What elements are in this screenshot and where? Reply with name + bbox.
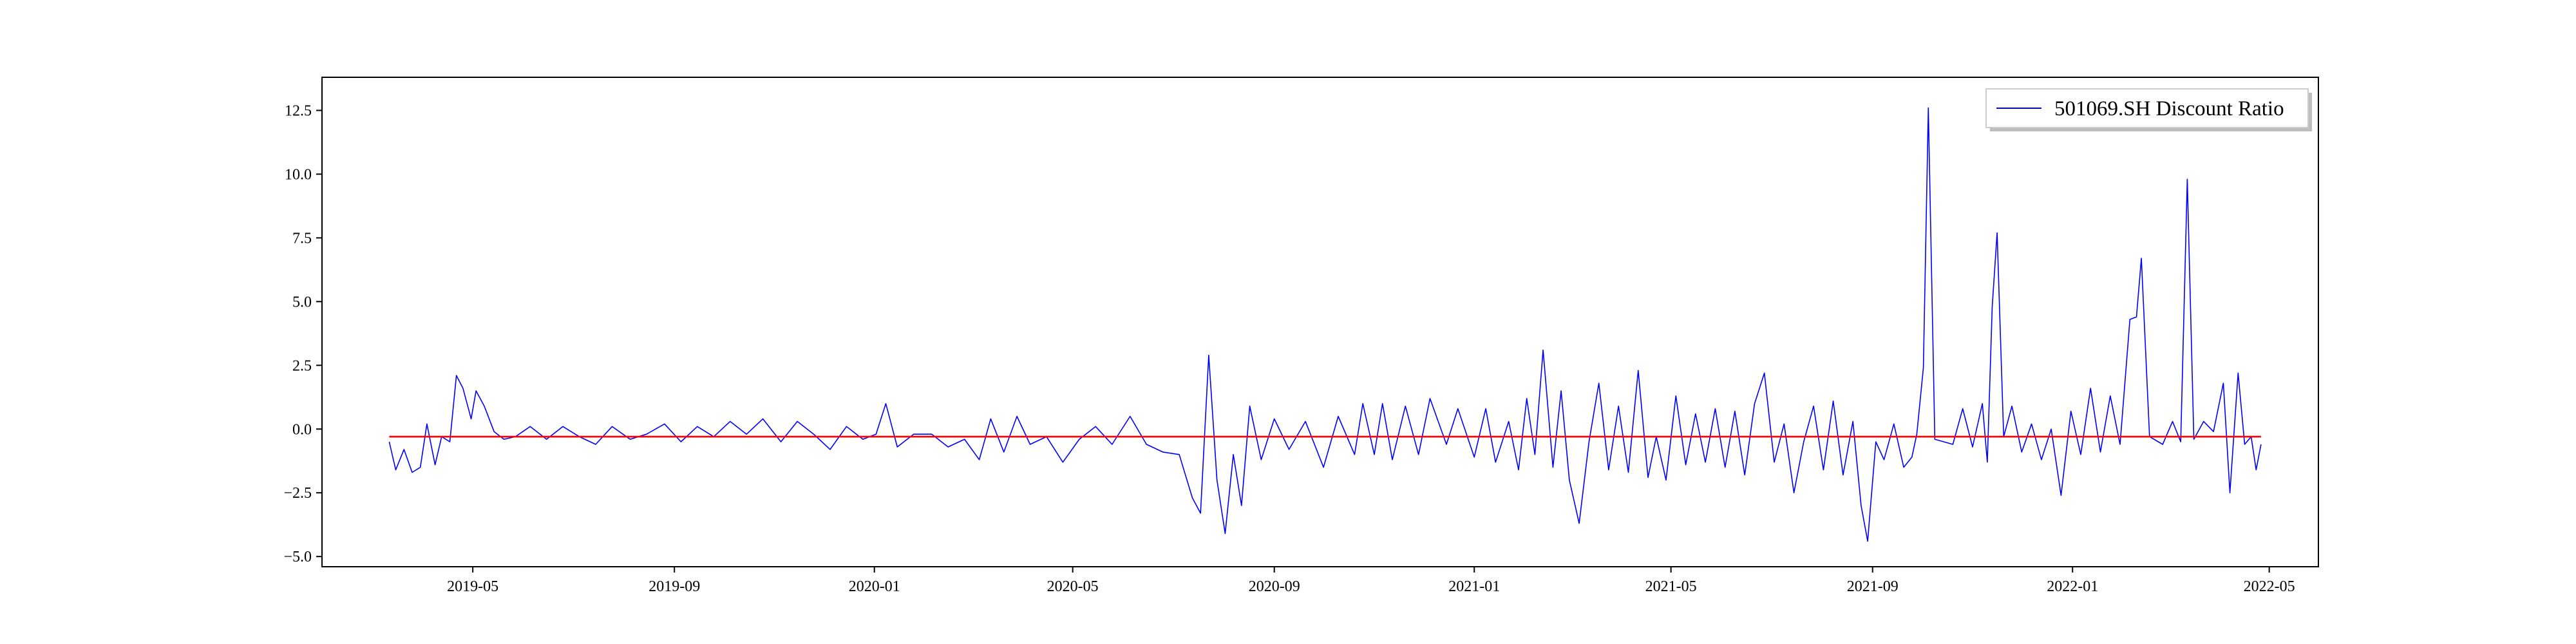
y-tick-label: −2.5 bbox=[283, 485, 312, 502]
x-tick-label: 2021-09 bbox=[1847, 578, 1899, 595]
y-axis: 12.5 10.0 7.5 5.0 2.5 0.0 −2.5 −5.0 bbox=[283, 102, 322, 565]
y-tick-label: 2.5 bbox=[292, 357, 312, 374]
y-tick-label: 0.0 bbox=[292, 421, 312, 438]
x-tick-label: 2020-05 bbox=[1047, 578, 1099, 595]
x-tick-label: 2021-01 bbox=[1448, 578, 1500, 595]
x-tick-label: 2022-01 bbox=[2047, 578, 2098, 595]
y-tick-label: −5.0 bbox=[283, 549, 312, 565]
series-layer bbox=[388, 107, 2262, 542]
series-line-discount-ratio bbox=[388, 107, 2262, 542]
x-tick-label: 2019-05 bbox=[447, 578, 498, 595]
y-tick-label: 10.0 bbox=[285, 166, 312, 183]
x-tick-label: 2021-05 bbox=[1645, 578, 1697, 595]
legend: 501069.SH Discount Ratio bbox=[1985, 88, 2312, 131]
plot-frame bbox=[321, 77, 2319, 567]
x-tick-label: 2022-05 bbox=[2244, 578, 2295, 595]
x-axis: 2019-05 2019-09 2020-01 2020-05 2020-09 2021-… bbox=[447, 567, 2295, 595]
x-tick-label: 2020-09 bbox=[1249, 578, 1300, 595]
y-tick-label: 7.5 bbox=[292, 230, 312, 247]
plot-background bbox=[322, 77, 2318, 567]
x-tick-label: 2019-09 bbox=[649, 578, 700, 595]
y-tick-label: 5.0 bbox=[292, 294, 312, 310]
y-tick-label: 12.5 bbox=[285, 102, 312, 119]
x-tick-label: 2020-01 bbox=[849, 578, 900, 595]
legend-label: 501069.SH Discount Ratio bbox=[2054, 97, 2284, 120]
